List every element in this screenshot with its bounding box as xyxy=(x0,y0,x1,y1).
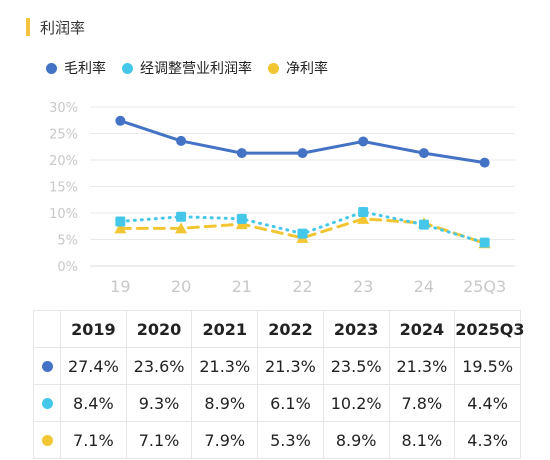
table-cell: 8.1% xyxy=(389,422,455,459)
line-chart: 0% 5% 10% 15% 20% 25% 30% 19 20 21 22 23 24 25Q3 xyxy=(0,0,550,300)
y-tick-label: 10% xyxy=(49,207,78,222)
table-header-row: 2019 2020 2021 2022 2023 2024 2025Q3 xyxy=(34,311,521,348)
table-header-cell: 2025Q3 xyxy=(455,311,521,348)
table-cell: 4.3% xyxy=(455,422,521,459)
table-cell: 23.6% xyxy=(126,348,192,385)
table-corner-cell xyxy=(34,311,61,348)
table-header-cell: 2021 xyxy=(192,311,258,348)
table-cell: 8.9% xyxy=(192,385,258,422)
table-row: 8.4% 9.3% 8.9% 6.1% 10.2% 7.8% 4.4% xyxy=(34,385,521,422)
table-header-cell: 2023 xyxy=(323,311,389,348)
table-cell: 8.9% xyxy=(323,422,389,459)
data-point xyxy=(237,214,247,224)
row-dot-gross-icon xyxy=(42,361,53,372)
data-point xyxy=(176,136,186,146)
table-cell: 5.3% xyxy=(258,422,324,459)
table-cell: 7.9% xyxy=(192,422,258,459)
table-cell: 7.1% xyxy=(126,422,192,459)
data-point xyxy=(480,238,490,248)
y-tick-label: 15% xyxy=(49,181,78,196)
row-key-cell xyxy=(34,385,61,422)
data-point xyxy=(298,148,308,158)
y-tick-label: 5% xyxy=(57,234,78,249)
table-cell: 6.1% xyxy=(258,385,324,422)
table-cell: 27.4% xyxy=(61,348,127,385)
x-tick-label: 20 xyxy=(171,277,191,296)
y-tick-label: 0% xyxy=(57,260,78,275)
table-cell: 7.8% xyxy=(389,385,455,422)
x-tick-label: 22 xyxy=(292,277,312,296)
table-cell: 21.3% xyxy=(192,348,258,385)
table-cell: 21.3% xyxy=(258,348,324,385)
x-tick-label: 23 xyxy=(353,277,373,296)
y-tick-label: 30% xyxy=(49,101,78,116)
table-cell: 19.5% xyxy=(455,348,521,385)
x-tick-label: 24 xyxy=(414,277,434,296)
data-point xyxy=(358,136,368,146)
data-point xyxy=(115,116,125,126)
table-cell: 10.2% xyxy=(323,385,389,422)
data-point xyxy=(419,220,429,230)
table-row: 7.1% 7.1% 7.9% 5.3% 8.9% 8.1% 4.3% xyxy=(34,422,521,459)
x-tick-label: 25Q3 xyxy=(463,277,506,296)
x-tick-label: 19 xyxy=(110,277,130,296)
row-key-cell xyxy=(34,422,61,459)
table-cell: 4.4% xyxy=(455,385,521,422)
table-header-cell: 2019 xyxy=(61,311,127,348)
row-key-cell xyxy=(34,348,61,385)
table-header-cell: 2022 xyxy=(258,311,324,348)
x-tick-label: 21 xyxy=(232,277,252,296)
row-dot-adjusted-icon xyxy=(42,398,53,409)
y-tick-label: 25% xyxy=(49,128,78,143)
data-point xyxy=(176,212,186,222)
table-cell: 23.5% xyxy=(323,348,389,385)
data-point xyxy=(298,229,308,239)
data-point xyxy=(419,148,429,158)
data-point xyxy=(115,216,125,226)
table-row: 27.4% 23.6% 21.3% 21.3% 23.5% 21.3% 19.5… xyxy=(34,348,521,385)
table-header-cell: 2020 xyxy=(126,311,192,348)
table-cell: 9.3% xyxy=(126,385,192,422)
data-table: 2019 2020 2021 2022 2023 2024 2025Q3 27.… xyxy=(33,310,521,459)
table-cell: 8.4% xyxy=(61,385,127,422)
data-point xyxy=(358,207,368,217)
table-header-cell: 2024 xyxy=(389,311,455,348)
data-point xyxy=(237,148,247,158)
y-tick-label: 20% xyxy=(49,154,78,169)
table-cell: 21.3% xyxy=(389,348,455,385)
table-cell: 7.1% xyxy=(61,422,127,459)
row-dot-net-icon xyxy=(42,435,53,446)
data-point xyxy=(480,158,490,168)
